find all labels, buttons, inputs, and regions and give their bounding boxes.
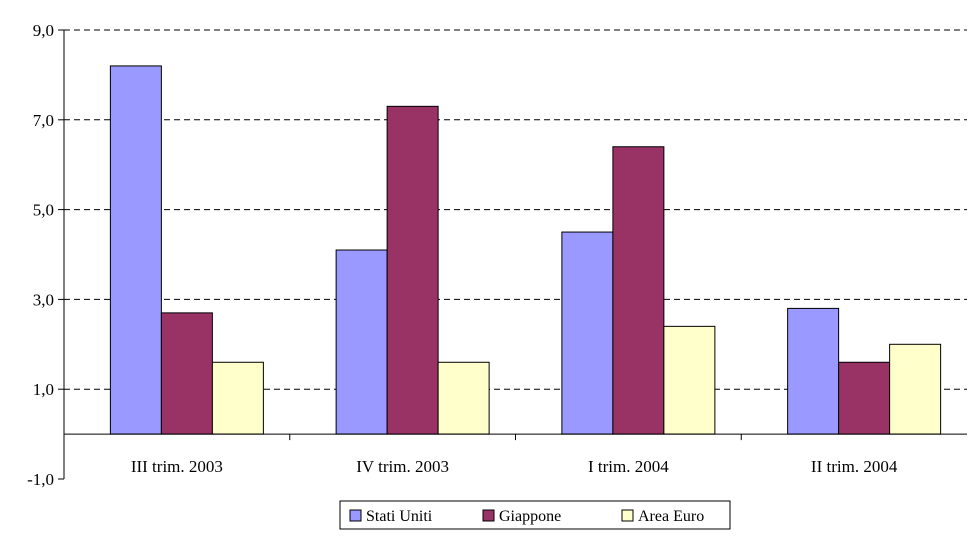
legend-label: Stati Uniti [366, 508, 433, 525]
legend-label: Giappone [499, 508, 561, 525]
legend: Stati Uniti Giappone Area Euro [339, 500, 731, 530]
axes: 9,0 7,0 5,0 3,0 1,0 -1,0 III trim. 2003 IV trim… [27, 21, 967, 489]
bar [787, 307, 840, 435]
bar [211, 361, 264, 435]
y-tick-label: 1,0 [33, 380, 54, 399]
bar [612, 146, 665, 435]
bars [109, 65, 942, 435]
x-category-label: I trim. 2004 [588, 457, 669, 476]
legend-box [339, 500, 731, 530]
legend-label: Area Euro [638, 508, 704, 525]
bar [437, 361, 490, 435]
legend-swatch [621, 509, 634, 522]
y-tick-label: 9,0 [33, 21, 54, 40]
x-category-label: II trim. 2004 [811, 457, 898, 476]
legend-swatch [482, 509, 495, 522]
y-tick-label: -1,0 [27, 470, 54, 489]
bar [386, 105, 439, 435]
bar [335, 249, 388, 435]
y-tick-label: 7,0 [33, 111, 54, 130]
x-category-label: III trim. 2003 [131, 457, 223, 476]
bar [663, 325, 716, 435]
legend-swatch [349, 509, 362, 522]
bar [160, 312, 213, 435]
bar [109, 65, 162, 435]
x-category-label: IV trim. 2003 [356, 457, 449, 476]
bar [838, 361, 891, 435]
y-tick-label: 3,0 [33, 290, 54, 309]
bar [889, 343, 942, 435]
y-tick-label: 5,0 [33, 201, 54, 220]
bar [561, 231, 614, 435]
